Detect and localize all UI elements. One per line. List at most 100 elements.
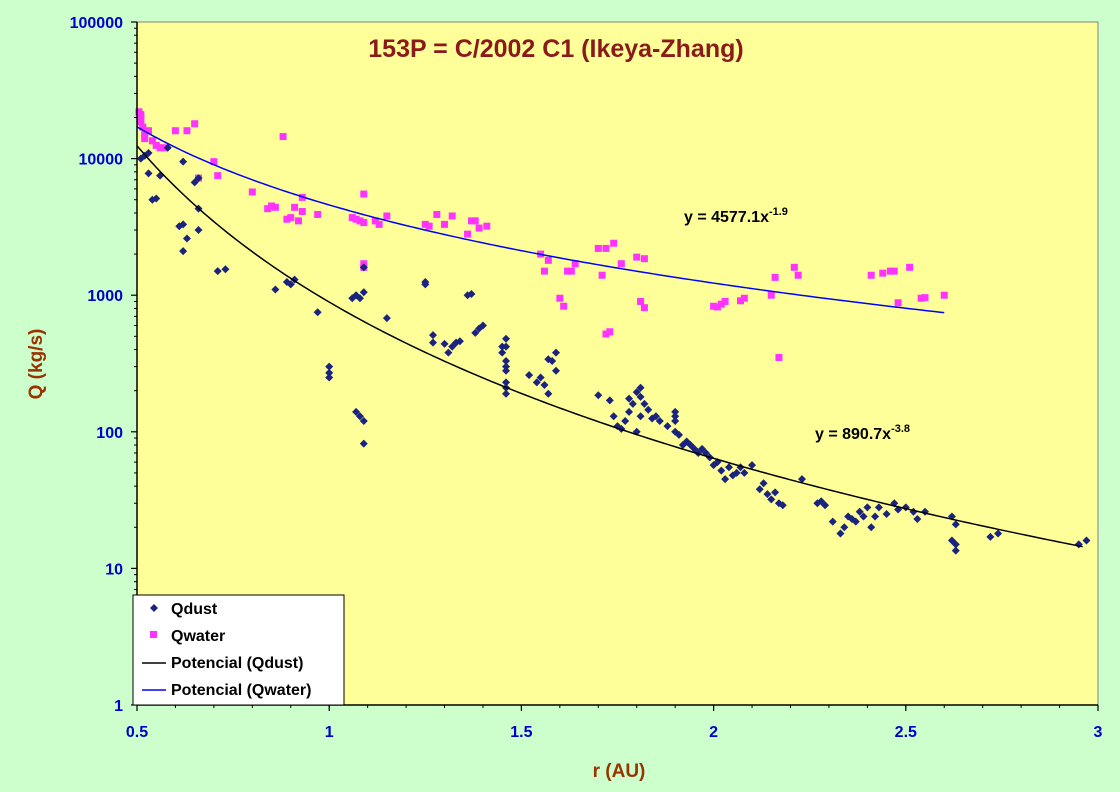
qdust-point [755, 485, 764, 494]
qwater-point [214, 172, 222, 180]
qdust-point [717, 466, 726, 475]
qwater-point [356, 217, 364, 225]
qwater-point [360, 219, 368, 227]
x-tick-label: 2 [709, 724, 718, 741]
qdust-point [724, 463, 733, 472]
qdust-point [359, 439, 368, 448]
qwater-point [467, 217, 475, 225]
qdust-point [352, 407, 361, 416]
qwater-point [540, 267, 548, 275]
qwater-point [602, 330, 610, 338]
y-axis-title: Q (kg/s) [26, 329, 47, 400]
qwater-point [775, 353, 783, 361]
qdust-point [213, 267, 222, 276]
qwater-point [721, 297, 729, 305]
qwater-point [348, 214, 356, 222]
y-tick-label: 1 [114, 698, 123, 715]
qwater-point [294, 217, 302, 225]
qdust-point [771, 488, 780, 497]
qwater-point [464, 230, 472, 238]
qwater-point [210, 158, 218, 166]
qwater-point [567, 267, 575, 275]
qwater-point [867, 271, 875, 279]
qdust-point [871, 512, 880, 521]
qdust-point [502, 334, 511, 343]
qwater-point [571, 260, 579, 268]
qdust-point [540, 381, 549, 390]
qdust-point [478, 321, 487, 330]
qdust-point [921, 507, 930, 516]
qdust-point [732, 468, 741, 477]
x-tick-label: 3 [1094, 724, 1103, 741]
qwater-point [606, 328, 614, 336]
dust-fit-equation-exponent: -3.8 [891, 423, 910, 435]
qwater-point [921, 294, 929, 302]
qdust-point [855, 507, 864, 516]
qdust-point [675, 430, 684, 439]
qdust-point [440, 339, 449, 348]
qdust-point [628, 399, 637, 408]
qwater-point [717, 300, 725, 308]
qwater-point [771, 273, 779, 281]
qdust-point [536, 373, 545, 382]
qdust-point [355, 294, 364, 303]
qdust-point [671, 412, 680, 421]
qdust-point [840, 523, 849, 532]
qwater-point [433, 210, 441, 218]
qwater-point [610, 239, 618, 247]
qdust-point [640, 399, 649, 408]
qwater-point [425, 222, 433, 230]
qdust-point [625, 407, 634, 416]
qwater-point [602, 244, 610, 252]
qdust-point [759, 479, 768, 488]
qdust-point [152, 194, 161, 203]
qdust-point [502, 389, 511, 398]
qdust-point [179, 157, 188, 166]
qdust-point [986, 532, 995, 541]
qwater-point [371, 217, 379, 225]
qwater-point [298, 207, 306, 215]
water-fit-equation-exponent: -1.9 [769, 206, 788, 218]
qdust-point [467, 290, 476, 299]
qwater-point [564, 267, 572, 275]
qdust-point [644, 405, 653, 414]
water-fit-equation-base: y = 4577.1x [684, 209, 769, 226]
qdust-point [544, 389, 553, 398]
qwater-point [556, 294, 564, 302]
y-tick-label: 10 [105, 561, 123, 578]
qwater-point [360, 190, 368, 198]
qwater-point [598, 271, 606, 279]
qwater-point [448, 212, 456, 220]
qwater-point [141, 131, 149, 139]
qwater-point [279, 133, 287, 141]
qdust-point [502, 366, 511, 375]
qdust-point [221, 265, 230, 274]
qdust-point [867, 523, 876, 532]
qwater-point [152, 141, 160, 149]
x-tick-label: 1 [325, 724, 334, 741]
qwater-point [794, 271, 802, 279]
qdust-point [636, 412, 645, 421]
legend-water-fit-label: Potencial (Qwater) [171, 682, 311, 699]
qdust-point [882, 510, 891, 519]
qdust-point [671, 416, 680, 425]
qdust-point [671, 407, 680, 416]
qwater-point [475, 224, 483, 232]
qwater-point [617, 260, 625, 268]
qdust-point [355, 412, 364, 421]
x-axis-title: r (AU) [593, 761, 646, 782]
qdust-point [194, 174, 203, 183]
qdust-point [325, 373, 334, 382]
qdust-point [421, 277, 430, 286]
qdust-point [182, 234, 191, 243]
qdust-point [621, 416, 630, 425]
legend: Qdust Qwater Potencial (Qdust) Potencial… [132, 594, 345, 706]
qwater-point [171, 127, 179, 135]
water-fit-equation: y = 4577.1x-1.9 [684, 206, 788, 226]
qdust-point [444, 348, 453, 357]
qwater-point [890, 267, 898, 275]
qwater-point [737, 297, 745, 305]
qdust-point [548, 356, 557, 365]
legend-qwater-marker [150, 631, 157, 638]
y-ticks: 1 10 100 1000 10000 100000 [70, 15, 137, 715]
